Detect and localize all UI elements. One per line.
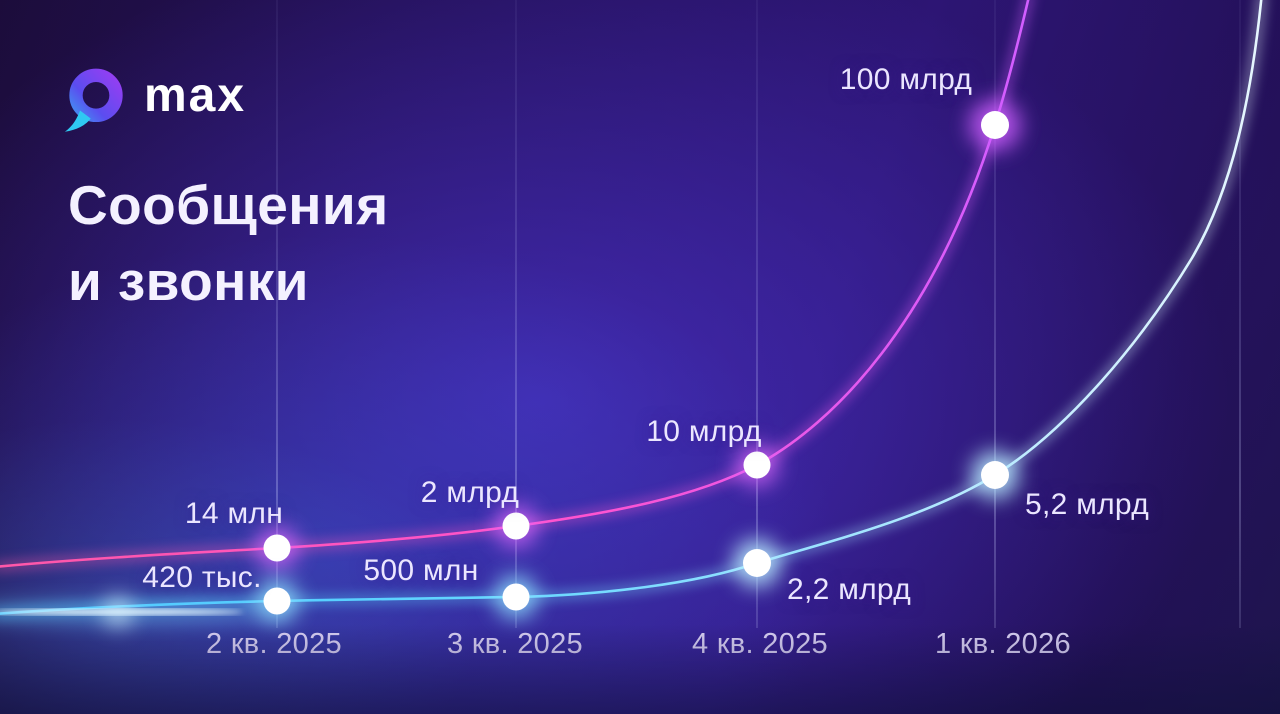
label-messages-q2-2025: 14 млн xyxy=(184,497,284,530)
label-calls-q1-2026: 5,2 млрд xyxy=(1024,488,1150,521)
data-point-calls-q1-2026 xyxy=(981,461,1009,489)
flare-core xyxy=(102,596,134,628)
messages-data-points xyxy=(255,99,1021,570)
label-messages-q1-2026: 100 млрд xyxy=(839,63,973,96)
axis-label-q2-2025: 2 кв. 2025 xyxy=(206,628,342,660)
brand-wordmark: max xyxy=(144,69,247,122)
axis-label-q1-2026: 1 кв. 2026 xyxy=(935,628,1071,660)
data-point-messages-q2-2025 xyxy=(263,534,291,562)
max-logo-icon xyxy=(64,68,123,132)
brand-header: max xyxy=(64,62,246,134)
axis-label-q3-2025: 3 кв. 2025 xyxy=(447,628,583,660)
label-calls-q4-2025: 2,2 млрд xyxy=(786,573,912,606)
calls-data-points xyxy=(255,451,1019,623)
data-point-calls-q2-2025 xyxy=(263,587,291,615)
label-calls-q3-2025: 500 млн xyxy=(363,554,479,587)
title-line-1: Сообщения xyxy=(68,174,389,236)
logo-ring xyxy=(69,68,123,122)
data-point-messages-q3-2025 xyxy=(502,512,530,540)
data-point-messages-q4-2025 xyxy=(743,451,771,479)
data-point-messages-q1-2026 xyxy=(981,111,1009,139)
data-point-calls-q3-2025 xyxy=(502,583,530,611)
axis-label-q4-2025: 4 кв. 2025 xyxy=(692,628,828,660)
label-messages-q3-2025: 2 млрд xyxy=(420,476,520,509)
logo-speech-tail xyxy=(64,110,91,132)
page-title: Сообщения и звонки xyxy=(68,168,389,320)
title-line-2: и звонки xyxy=(68,249,309,312)
label-calls-q2-2025: 420 тыс. xyxy=(142,561,262,594)
label-messages-q4-2025: 10 млрд xyxy=(646,415,762,448)
data-point-calls-q4-2025 xyxy=(743,549,771,577)
